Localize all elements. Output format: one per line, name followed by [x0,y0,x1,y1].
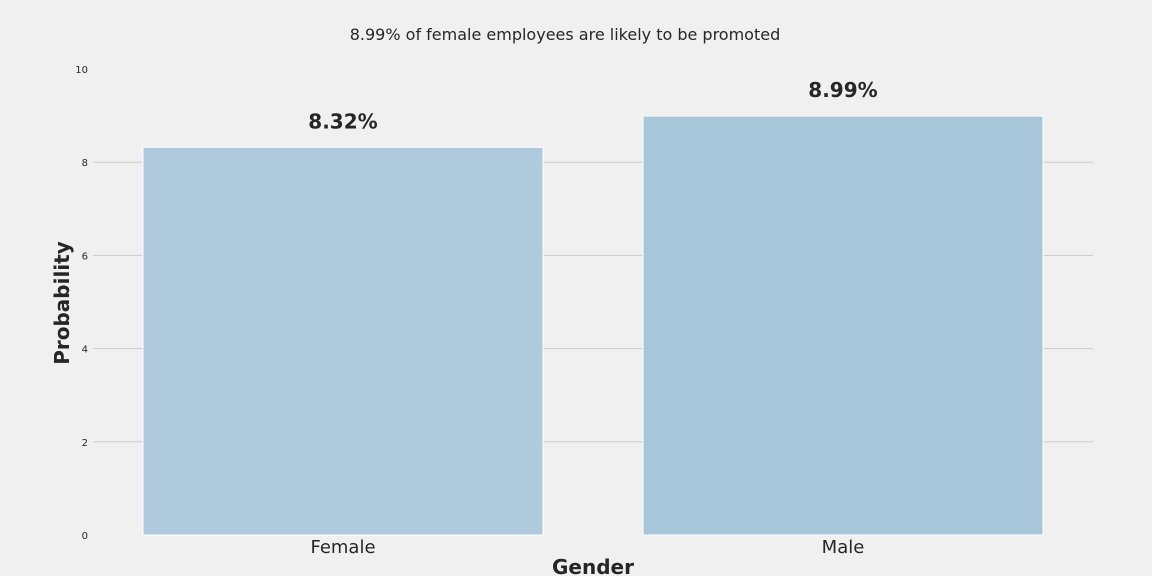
y-axis-ticks: 0 2 4 6 8 10 [75,65,88,542]
y-tick-label-3: 6 [82,251,88,262]
bar-female [142,146,544,536]
y-tick-label-0: 0 [82,531,88,542]
y-tick-label-1: 2 [82,438,88,449]
data-label-male: 8.99% [808,78,877,102]
data-label-female: 8.32% [308,109,377,133]
data-labels: 8.32% 8.99% [308,78,877,133]
y-tick-label-5: 10 [75,65,88,76]
x-axis-label: Gender [552,555,634,576]
x-tick-label-male: Male [822,537,865,558]
y-tick-label-2: 4 [82,345,88,356]
bar-male [642,115,1044,536]
y-axis-label: Probability [50,241,74,365]
x-tick-label-female: Female [310,537,375,558]
x-axis-ticks: Female Male [310,537,864,558]
y-tick-label-4: 8 [82,158,88,169]
chart-title: 8.99% of female employees are likely to … [350,25,781,44]
bars [142,115,1044,536]
